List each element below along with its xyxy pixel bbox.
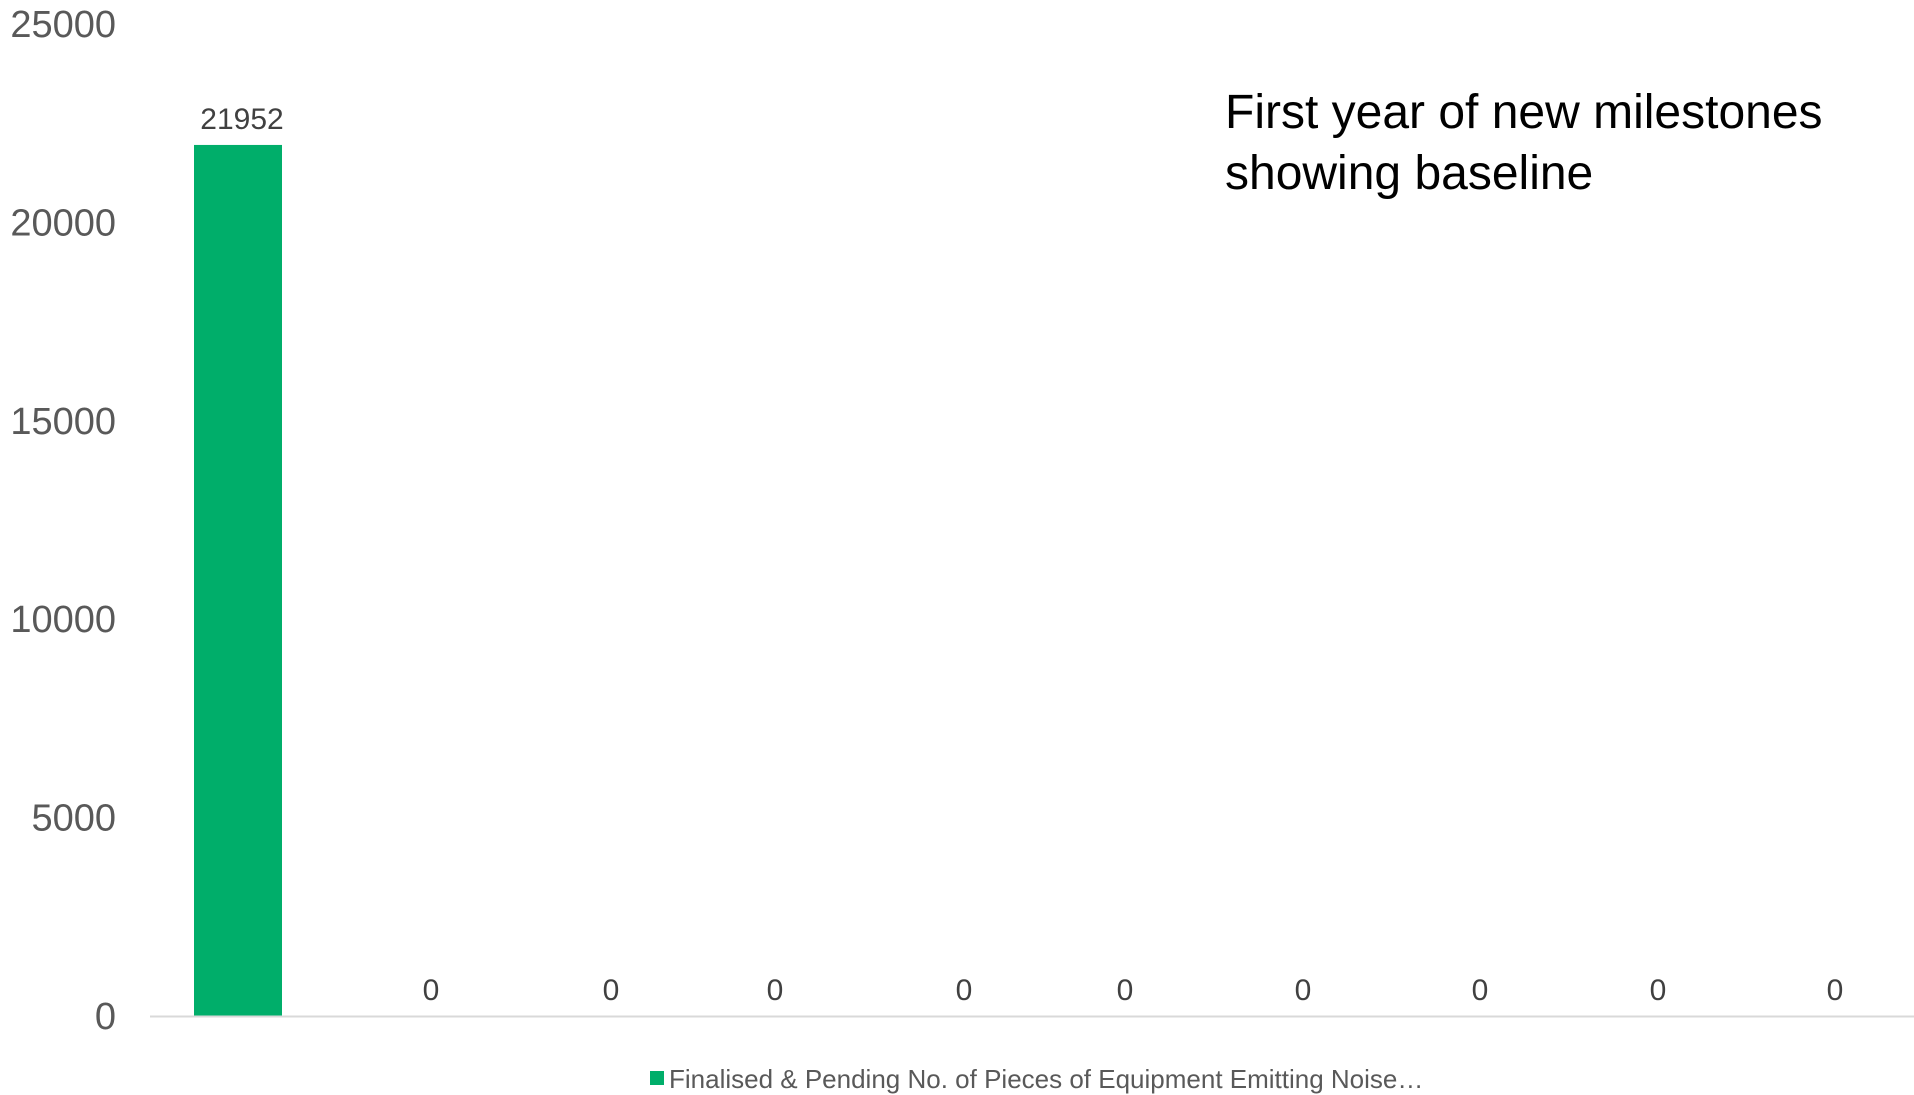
y-tick-label: 5000 <box>31 798 116 840</box>
data-label: 21952 <box>200 103 283 136</box>
legend-swatch <box>650 1071 664 1085</box>
data-label: 0 <box>1827 974 1844 1007</box>
data-label: 0 <box>767 974 784 1007</box>
y-tick-label: 15000 <box>10 401 116 443</box>
y-axis-ticks: 0 5000 10000 15000 20000 25000 <box>10 4 116 1038</box>
bars <box>194 144 282 1016</box>
data-label: 0 <box>956 974 973 1007</box>
bar <box>194 144 282 1016</box>
data-label: 0 <box>1650 974 1667 1007</box>
data-label: 0 <box>603 974 620 1007</box>
data-label: 0 <box>423 974 440 1007</box>
y-tick-label: 25000 <box>10 4 116 46</box>
annotation-line-2: showing baseline <box>1225 147 1593 200</box>
data-label: 0 <box>1117 974 1134 1007</box>
y-tick-label: 10000 <box>10 599 116 641</box>
legend: Finalised & Pending No. of Pieces of Equ… <box>650 1064 1423 1094</box>
y-tick-label: 20000 <box>10 202 116 244</box>
data-labels: 21952 0 0 0 0 0 0 0 0 0 <box>200 103 1843 1007</box>
legend-label: Finalised & Pending No. of Pieces of Equ… <box>669 1064 1423 1094</box>
data-label: 0 <box>1472 974 1489 1007</box>
data-label: 0 <box>1295 974 1312 1007</box>
y-tick-label: 0 <box>95 996 116 1038</box>
annotation-line-1: First year of new milestones <box>1225 86 1823 139</box>
